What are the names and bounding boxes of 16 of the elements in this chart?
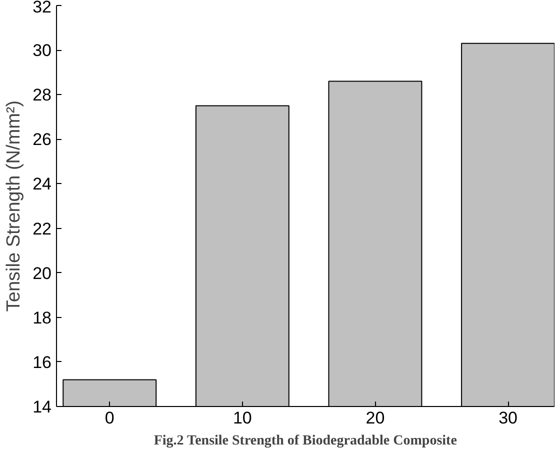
y-tick-label: 14 [32,398,52,416]
y-axis-title: Tensile Strength (N/mm²) [4,100,25,312]
x-tick-label: 0 [104,408,114,428]
caption: Fig.2 Tensile Strength of Biodegradable Composite [154,434,457,448]
y-tick-label: 16 [32,352,52,372]
x-tick-label: 10 [232,408,252,428]
y-tick-label: 32 [32,0,52,16]
y-tick-label: 24 [32,174,52,194]
x-tick-label: 20 [366,408,385,428]
x-tick-label: 30 [498,408,518,428]
y-tick-label: 28 [32,86,52,105]
y-tick-label: 20 [32,264,52,283]
y-tick-label: 30 [32,41,52,60]
y-tick-label: 22 [32,219,52,238]
y-tick-label: 18 [32,308,52,328]
y-tick-label: 26 [32,130,52,150]
